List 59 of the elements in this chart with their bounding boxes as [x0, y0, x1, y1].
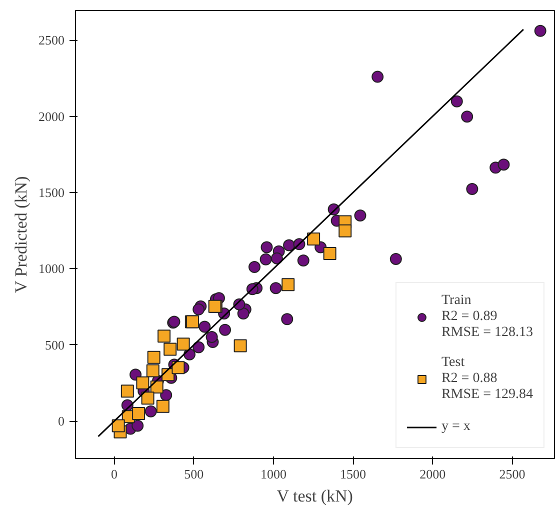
point	[146, 364, 160, 378]
point	[164, 342, 177, 356]
point	[147, 350, 160, 364]
point	[390, 252, 402, 265]
point	[354, 210, 366, 222]
point	[176, 338, 190, 351]
point	[297, 254, 310, 266]
point	[206, 331, 218, 343]
point	[112, 419, 125, 432]
point	[338, 224, 352, 238]
y-tick-label: 1000	[38, 261, 64, 276]
point	[323, 246, 336, 260]
point	[283, 239, 296, 252]
x-tick-label: 500	[184, 466, 204, 482]
y-tick-label: 2500	[38, 32, 64, 48]
point	[307, 232, 320, 246]
point	[198, 320, 211, 333]
point	[282, 278, 295, 292]
point	[160, 389, 172, 402]
point	[120, 384, 134, 398]
point	[281, 313, 294, 326]
point	[260, 253, 272, 266]
point	[132, 407, 146, 420]
x-tick-label: 1500	[340, 466, 366, 482]
legend-label: Test R2 = 0.88 RMSE = 129.84	[441, 355, 533, 403]
point	[192, 341, 205, 354]
point	[156, 400, 170, 413]
y-tick-label: 0	[58, 414, 64, 429]
point	[534, 24, 546, 37]
y-tick-label: 500	[45, 337, 64, 352]
point	[237, 308, 250, 320]
point	[158, 330, 171, 343]
point	[270, 252, 283, 264]
point	[270, 282, 282, 294]
y-tick-label: 2000	[38, 108, 64, 124]
point	[219, 324, 232, 336]
point	[144, 405, 157, 418]
point	[461, 110, 474, 123]
x-tick-label: 2500	[499, 466, 526, 482]
point	[132, 420, 144, 432]
point	[260, 241, 273, 254]
x-axis-title: V test (kN)	[276, 486, 353, 506]
x-tick-label: 1000	[260, 466, 286, 482]
legend-label: y = x	[441, 419, 470, 435]
point	[450, 95, 463, 108]
point	[172, 361, 185, 374]
point	[498, 158, 510, 171]
point	[248, 261, 260, 274]
x-tick-label: 2000	[420, 466, 446, 482]
y-tick-label: 1500	[38, 185, 64, 200]
legend-label: Train R2 = 0.89 RMSE = 128.13	[441, 293, 533, 341]
x-tick-label: 0	[110, 466, 118, 482]
point	[192, 303, 205, 316]
point	[372, 70, 384, 83]
point	[136, 376, 150, 390]
y-axis-title: V Predicted (kN)	[12, 176, 30, 294]
point	[141, 392, 154, 405]
point	[234, 339, 247, 352]
point	[466, 183, 478, 195]
